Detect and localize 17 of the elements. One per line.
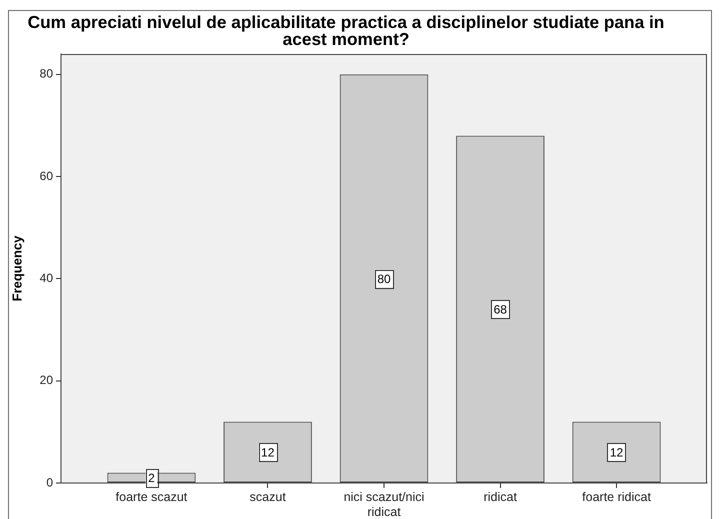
x-tick-label: nici scazut/nici ridicat (344, 490, 424, 519)
data-label: 68 (494, 302, 508, 317)
x-tick-label: foarte ridicat (582, 490, 652, 504)
y-axis-title: Frequency (9, 234, 24, 302)
x-tick-label: ridicat (484, 490, 518, 504)
data-label: 2 (148, 471, 156, 486)
data-label: 12 (610, 446, 624, 460)
y-tick-label: 20 (40, 373, 54, 388)
y-tick-label: 40 (40, 271, 54, 286)
y-tick-label: 60 (40, 168, 54, 183)
y-tick-label: 80 (40, 66, 54, 81)
data-label: 80 (377, 272, 391, 286)
data-label: 12 (261, 446, 275, 460)
x-tick-label: foarte scazut (116, 490, 188, 504)
chart-title: Cum apreciati nivelul de aplicabilitate practica a disciplinelor studiate pana in acest moment? (26, 12, 666, 49)
x-tick-label: scazut (250, 490, 286, 504)
y-tick-label: 0 (46, 475, 54, 490)
